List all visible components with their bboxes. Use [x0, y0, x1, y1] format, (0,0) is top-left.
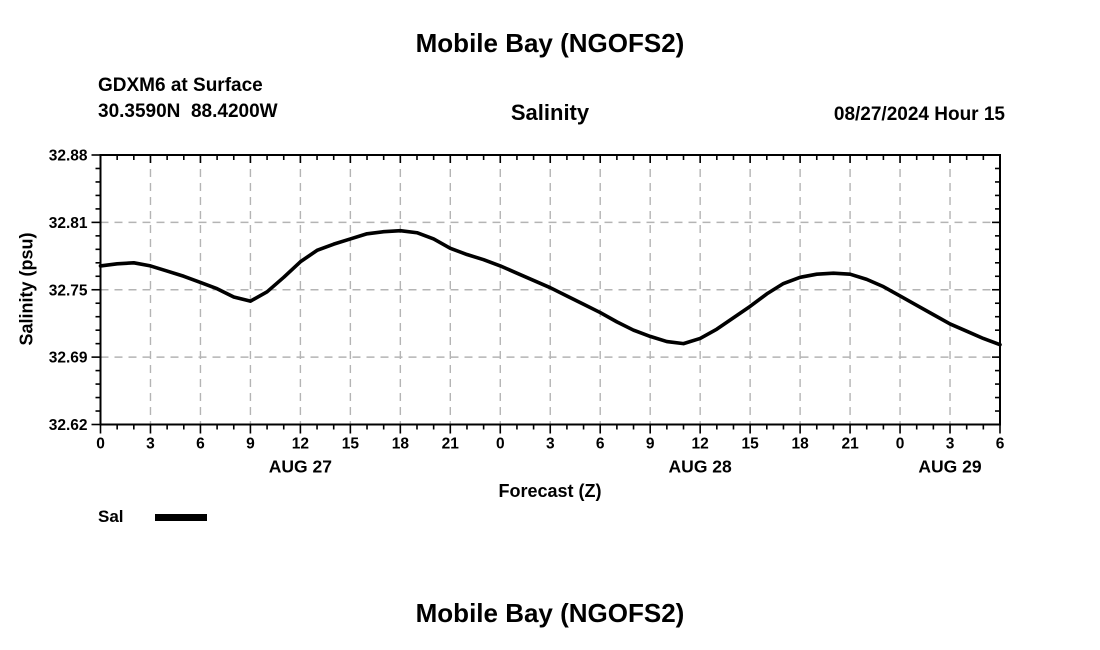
x-tick-label: 6: [996, 436, 1005, 453]
legend-series-label: Sal: [98, 507, 124, 526]
x-tick-label: 3: [946, 436, 955, 453]
x-tick-label: 18: [392, 436, 410, 453]
chart-subtitle: Salinity: [510, 100, 590, 125]
day-label: AUG 27: [269, 457, 332, 477]
x-tick-label: 12: [692, 436, 709, 453]
station-label: GDXM6 at Surface: [98, 75, 263, 96]
x-tick-label: 0: [96, 436, 105, 453]
y-tick-label: 32.75: [49, 282, 88, 299]
salinity-series-line: [98, 228, 1002, 347]
y-tick-label: 32.88: [49, 148, 88, 165]
y-tick-label: 32.62: [49, 417, 88, 434]
x-tick-label: 12: [292, 436, 309, 453]
axis-ticks: [91, 154, 1001, 434]
x-tick-label: 0: [496, 436, 505, 453]
x-tick-label: 3: [146, 436, 155, 453]
day-label: AUG 28: [669, 457, 732, 477]
forecast-datetime: 08/27/2024 Hour 15: [833, 104, 1005, 125]
x-tick-label: 3: [546, 436, 555, 453]
y-tick-label: 32.81: [49, 215, 88, 232]
x-tick-label: 6: [596, 436, 605, 453]
legend-line-swatch: [154, 513, 207, 521]
station-coordinates: 30.3590N 88.4200W: [98, 101, 278, 122]
plot-gridlines: [100, 155, 1000, 425]
x-tick-label: 0: [896, 436, 905, 453]
day-label: AUG 29: [918, 457, 981, 477]
x-tick-label: 9: [246, 436, 255, 453]
x-tick-label: 18: [791, 436, 809, 453]
legend: Sal: [98, 507, 207, 527]
x-tick-label: 9: [646, 436, 655, 453]
x-tick-label: 21: [841, 436, 859, 453]
x-tick-label: 21: [442, 436, 460, 453]
x-tick-label: 15: [742, 436, 760, 453]
axis-tick-labels: 0 3 6 9 12 15 18 21 0 3 6 9 12 15 18 21 0 3 6 AUG 27 AUG 28 A…: [49, 148, 1005, 477]
y-tick-label: 32.69: [49, 350, 88, 367]
next-chart-title: Mobile Bay (NGOFS2): [415, 598, 685, 628]
x-tick-label: 15: [342, 436, 360, 453]
chart-title: Mobile Bay (NGOFS2): [415, 28, 685, 58]
x-axis-title: Forecast (Z): [498, 481, 602, 501]
x-tick-label: 6: [196, 436, 205, 453]
